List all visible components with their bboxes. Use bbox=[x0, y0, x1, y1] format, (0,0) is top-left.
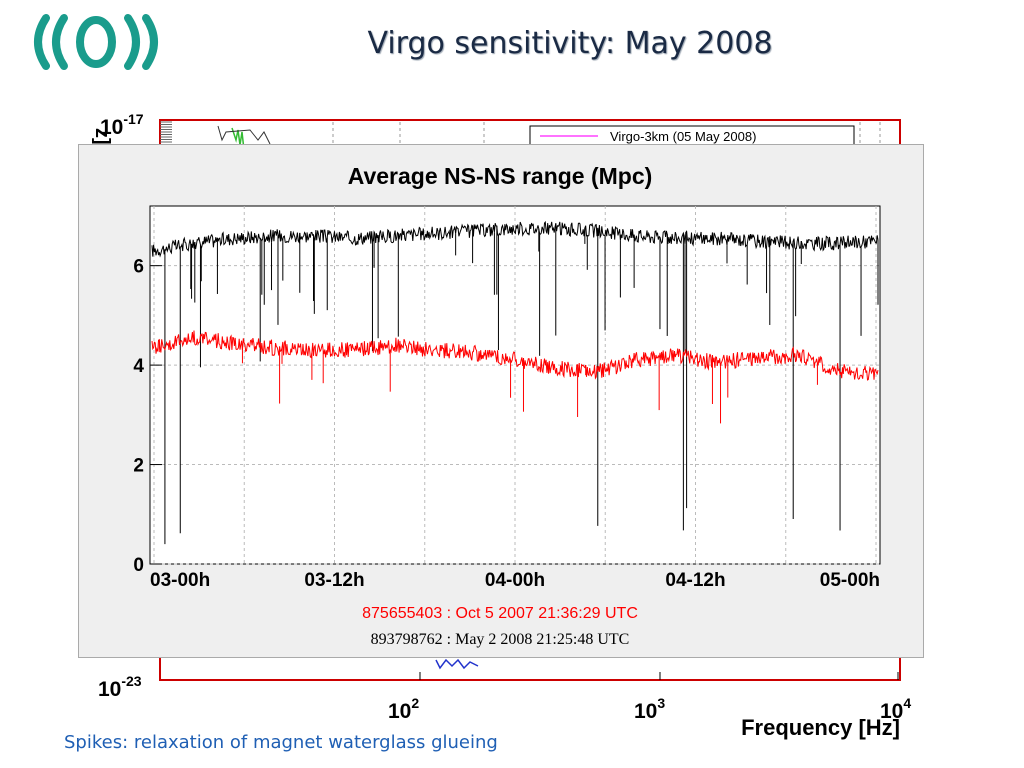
x-tick-label: 04-12h bbox=[665, 570, 725, 591]
x-tick-label: 05-00h bbox=[820, 570, 880, 591]
series-line bbox=[151, 220, 879, 258]
x-axis-label: Frequency [Hz] bbox=[741, 715, 900, 740]
x-tick-label: 102 bbox=[388, 695, 419, 723]
slide-title: Virgo sensitivity: May 2008 bbox=[367, 26, 773, 61]
x-tick-label: 03-00h bbox=[150, 570, 210, 591]
x-tick-label: 104 bbox=[880, 695, 911, 723]
x-tick-label: 04-00h bbox=[485, 570, 545, 591]
sensitivity-trace-blue bbox=[435, 658, 479, 670]
y-tick-label: 2 bbox=[133, 456, 144, 477]
svg-text:z]: z] bbox=[91, 128, 113, 145]
sensitivity-trace-dark bbox=[217, 125, 271, 145]
ego-virgo-logo-icon bbox=[34, 14, 158, 70]
legend-entry-red: 875655403 : Oct 5 2007 21:36:29 UTC bbox=[362, 605, 638, 622]
series-line bbox=[151, 330, 879, 381]
y-tick-label: 10-17 bbox=[100, 111, 144, 139]
y-tick-label: 0 bbox=[133, 555, 144, 576]
ns-ns-range-chart: Average NS-NS range (Mpc) 0 2 4 6 03-00h 03-… bbox=[78, 144, 924, 658]
y-tick-label: 10-23 bbox=[98, 673, 142, 701]
y-axis-label: z] bbox=[91, 128, 113, 145]
sensitivity-legend: Virgo-3km (05 May 2008) bbox=[529, 125, 855, 149]
y-tick-label: 4 bbox=[133, 356, 144, 377]
y-tick-label: 6 bbox=[133, 257, 144, 278]
chart-title: Average NS-NS range (Mpc) bbox=[348, 163, 653, 189]
x-tick-label: 03-12h bbox=[304, 570, 364, 591]
x-tick-label: 103 bbox=[634, 695, 665, 723]
slide-caption: Spikes: relaxation of magnet waterglass … bbox=[64, 732, 498, 753]
legend-entry-label: Virgo-3km (05 May 2008) bbox=[610, 129, 756, 144]
legend-entry-black: 893798762 : May 2 2008 21:25:48 UTC bbox=[371, 631, 630, 648]
plot-area bbox=[149, 205, 881, 565]
sensitivity-trace-green bbox=[231, 127, 245, 151]
